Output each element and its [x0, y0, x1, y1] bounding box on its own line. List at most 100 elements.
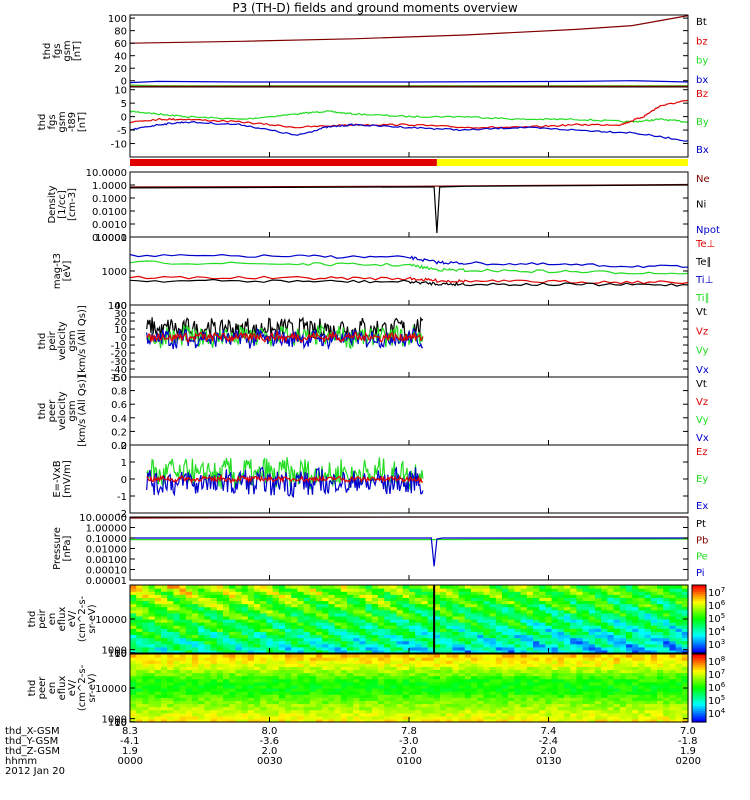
- heatmap-cell: [427, 654, 435, 658]
- heatmap-cell: [316, 691, 323, 695]
- heatmap-cell: [334, 600, 342, 605]
- heatmap-cell: [260, 681, 267, 686]
- heatmap-cell: [675, 606, 683, 611]
- heatmap-cell: [278, 654, 286, 658]
- heatmap-cell: [260, 657, 267, 661]
- heatmap-cell: [198, 666, 205, 671]
- heatmap-cell: [458, 691, 466, 695]
- heatmap-cell: [359, 634, 367, 639]
- heatmap-cell: [192, 709, 199, 714]
- heatmap-cell: [514, 591, 522, 595]
- heatmap-cell: [650, 694, 658, 698]
- heatmap-cell: [409, 649, 416, 654]
- heatmap-cell: [154, 585, 162, 589]
- heatmap-cell: [539, 615, 546, 620]
- heatmap-cell: [179, 697, 187, 701]
- heatmap-cell: [179, 625, 187, 629]
- heatmap-cell: [173, 700, 181, 705]
- heatmap-cell: [272, 703, 280, 708]
- heatmap-cell: [359, 606, 367, 611]
- heatmap-cell: [223, 712, 230, 717]
- heatmap-cell: [440, 700, 447, 705]
- heatmap-cell: [619, 654, 627, 658]
- heatmap-cell: [210, 622, 218, 626]
- heatmap-cell: [508, 588, 515, 592]
- heatmap-cell: [278, 597, 286, 602]
- colorbar-cell: [692, 669, 706, 673]
- heatmap-cell: [477, 675, 484, 680]
- heatmap-cell: [390, 663, 398, 667]
- heatmap-cell: [216, 700, 224, 705]
- heatmap-cell: [433, 706, 441, 711]
- heatmap-cell: [340, 703, 348, 708]
- heatmap-cell: [136, 594, 143, 598]
- heatmap-cell: [247, 594, 255, 598]
- heatmap-cell: [588, 715, 596, 720]
- heatmap-cell: [396, 654, 404, 658]
- heatmap-cell: [179, 715, 187, 720]
- heatmap-cell: [179, 700, 187, 705]
- heatmap-cell: [130, 688, 137, 692]
- heatmap-cell: [390, 675, 398, 680]
- heatmap-cell: [545, 643, 553, 648]
- heatmap-cell: [557, 628, 565, 632]
- x-axis-tick-value: 8.3: [122, 726, 138, 737]
- heatmap-cell: [136, 637, 143, 642]
- heatmap-cell: [223, 700, 230, 705]
- heatmap-cell: [514, 669, 522, 674]
- heatmap-cell: [254, 654, 261, 658]
- heatmap-cell: [421, 600, 429, 605]
- heatmap-cell: [644, 660, 652, 664]
- heatmap-cell: [551, 684, 559, 689]
- y-tick-label: 0.1000: [92, 194, 127, 205]
- heatmap-cell: [247, 700, 255, 705]
- heatmap-cell: [483, 678, 491, 683]
- heatmap-cell: [409, 657, 416, 661]
- heatmap-cell: [632, 684, 639, 689]
- heatmap-cell: [433, 666, 441, 671]
- heatmap-cell: [471, 666, 478, 671]
- heatmap-cell: [570, 597, 577, 602]
- heatmap-cell: [595, 625, 602, 629]
- heatmap-cell: [471, 712, 478, 717]
- heatmap-cell: [378, 625, 385, 629]
- heatmap-cell: [557, 691, 565, 695]
- heatmap-cell: [154, 619, 162, 623]
- heatmap-cell: [508, 594, 515, 598]
- heatmap-cell: [291, 709, 298, 714]
- heatmap-cell: [173, 588, 181, 592]
- heatmap-cell: [650, 691, 658, 695]
- heatmap-cell: [272, 603, 280, 608]
- heatmap-cell: [390, 666, 398, 671]
- heatmap-cell: [557, 715, 565, 720]
- heatmap-cell: [173, 603, 181, 608]
- heatmap-cell: [285, 634, 292, 639]
- heatmap-cell: [198, 643, 205, 648]
- heatmap-cell: [464, 585, 472, 589]
- heatmap-cell: [285, 712, 292, 717]
- heatmap-cell: [477, 625, 484, 629]
- heatmap-cell: [607, 654, 615, 658]
- heatmap-cell: [427, 678, 435, 683]
- heatmap-cell: [378, 691, 385, 695]
- heatmap-cell: [322, 681, 329, 686]
- heatmap-cell: [483, 681, 491, 686]
- heatmap-cell: [303, 672, 311, 677]
- heatmap-cell: [322, 712, 329, 717]
- heatmap-cell: [471, 594, 478, 598]
- heatmap-cell: [148, 660, 156, 664]
- heatmap-cell: [179, 594, 187, 598]
- heatmap-cell: [433, 675, 441, 680]
- heatmap-cell: [588, 609, 596, 614]
- heatmap-cell: [347, 606, 354, 611]
- heatmap-cell: [638, 594, 646, 598]
- y-axis-label: mag-t3[eV]: [52, 253, 73, 289]
- heatmap-cell: [588, 654, 596, 658]
- heatmap-cell: [359, 703, 367, 708]
- heatmap-cell: [278, 606, 286, 611]
- heatmap-cell: [657, 622, 664, 626]
- heatmap-cell: [681, 646, 689, 651]
- heatmap-cell: [167, 649, 174, 654]
- heatmap-cell: [489, 660, 497, 664]
- heatmap-cell: [471, 715, 478, 720]
